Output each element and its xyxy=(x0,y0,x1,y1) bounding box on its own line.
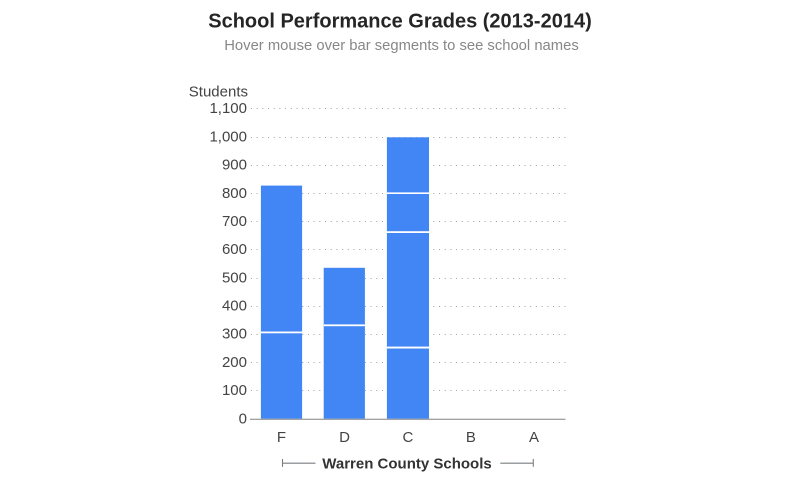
svg-text:600: 600 xyxy=(222,241,247,258)
svg-text:Warren County Schools: Warren County Schools xyxy=(322,456,491,473)
svg-text:200: 200 xyxy=(222,354,247,371)
svg-text:C: C xyxy=(402,429,413,446)
svg-text:300: 300 xyxy=(222,326,247,343)
svg-text:100: 100 xyxy=(222,382,247,399)
svg-text:B: B xyxy=(466,429,476,446)
svg-text:A: A xyxy=(529,429,539,446)
svg-text:700: 700 xyxy=(222,213,247,230)
svg-text:Hover mouse over bar segments: Hover mouse over bar segments to see sch… xyxy=(224,38,578,54)
svg-text:1,000: 1,000 xyxy=(209,128,247,145)
svg-text:500: 500 xyxy=(222,269,247,286)
svg-text:Students: Students xyxy=(189,84,248,101)
svg-text:F: F xyxy=(277,429,286,446)
svg-text:D: D xyxy=(339,429,350,446)
svg-text:School Performance Grades (201: School Performance Grades (2013-2014) xyxy=(208,11,592,33)
svg-text:400: 400 xyxy=(222,298,247,315)
svg-text:0: 0 xyxy=(239,411,247,428)
svg-text:900: 900 xyxy=(222,157,247,174)
svg-text:800: 800 xyxy=(222,185,247,202)
svg-text:1,100: 1,100 xyxy=(209,100,247,117)
